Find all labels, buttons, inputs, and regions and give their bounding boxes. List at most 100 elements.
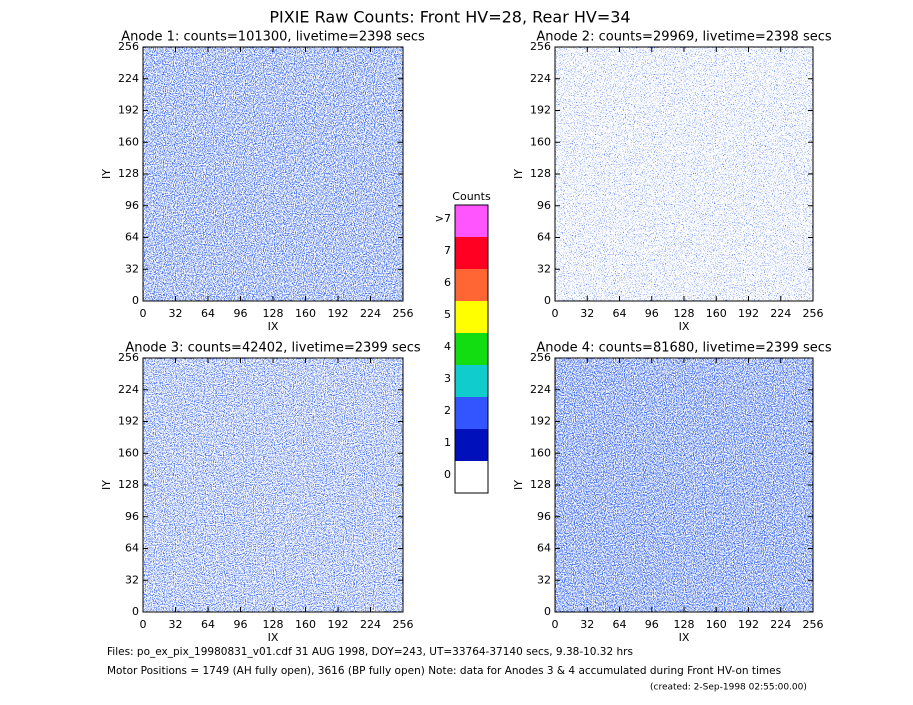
colorbar-frame bbox=[454, 204, 489, 494]
y-tick-label: 192 bbox=[118, 415, 139, 428]
x-tick-label: 128 bbox=[263, 307, 284, 320]
x-tick-label: 32 bbox=[580, 307, 594, 320]
x-tick-label: 192 bbox=[328, 307, 349, 320]
colorbar-cell bbox=[455, 461, 488, 493]
x-tick-label: 224 bbox=[770, 618, 791, 631]
x-tick-label: 224 bbox=[360, 618, 381, 631]
footer-text: (created: 2-Sep-1998 02:55:00.00) bbox=[650, 683, 807, 693]
y-tick-label: 0 bbox=[132, 605, 139, 618]
x-tick-label: 64 bbox=[613, 618, 627, 631]
y-axis-label: IY bbox=[100, 480, 113, 490]
colorbar-label: 1 bbox=[444, 436, 451, 449]
x-tick-label: 160 bbox=[295, 307, 316, 320]
y-axis-label: IY bbox=[512, 169, 525, 179]
y-tick-label: 224 bbox=[118, 383, 139, 396]
x-tick-label: 64 bbox=[201, 307, 215, 320]
y-tick-label: 256 bbox=[530, 351, 551, 364]
y-tick-label: 0 bbox=[544, 294, 551, 307]
y-tick-label: 192 bbox=[530, 415, 551, 428]
y-tick-label: 160 bbox=[118, 135, 139, 148]
y-tick-label: 32 bbox=[125, 262, 139, 275]
colorbar-label: 7 bbox=[444, 244, 451, 257]
y-tick-label: 96 bbox=[537, 510, 551, 523]
x-tick-label: 256 bbox=[393, 618, 414, 631]
panel-title: Anode 1: counts=101300, livetime=2398 se… bbox=[121, 30, 425, 45]
colorbar-cell bbox=[455, 333, 488, 365]
x-tick-label: 96 bbox=[234, 618, 248, 631]
y-tick-label: 128 bbox=[530, 167, 551, 180]
count-image bbox=[555, 47, 813, 301]
y-tick-label: 224 bbox=[530, 72, 551, 85]
x-axis-label: IX bbox=[268, 631, 279, 644]
y-tick-label: 192 bbox=[118, 104, 139, 117]
y-tick-label: 160 bbox=[530, 135, 551, 148]
figure-title: PIXIE Raw Counts: Front HV=28, Rear HV=3… bbox=[269, 8, 630, 27]
y-tick-label: 0 bbox=[132, 294, 139, 307]
x-axis-label: IX bbox=[268, 320, 279, 333]
panel-title: Anode 3: counts=42402, livetime=2399 sec… bbox=[125, 341, 421, 356]
panel-title: Anode 2: counts=29969, livetime=2398 sec… bbox=[536, 30, 832, 45]
y-tick-label: 224 bbox=[118, 72, 139, 85]
colorbar-label: 4 bbox=[444, 340, 451, 353]
panel-title: Anode 4: counts=81680, livetime=2399 sec… bbox=[536, 341, 832, 356]
y-tick-label: 96 bbox=[537, 199, 551, 212]
x-tick-label: 256 bbox=[393, 307, 414, 320]
y-tick-label: 0 bbox=[544, 605, 551, 618]
x-tick-label: 192 bbox=[328, 618, 349, 631]
colorbar-cell bbox=[455, 365, 488, 397]
y-tick-label: 64 bbox=[125, 231, 139, 244]
colorbar-label: 3 bbox=[444, 372, 451, 385]
y-tick-label: 256 bbox=[118, 40, 139, 53]
x-tick-label: 224 bbox=[770, 307, 791, 320]
x-tick-label: 96 bbox=[234, 307, 248, 320]
y-tick-label: 128 bbox=[118, 167, 139, 180]
colorbar-cell bbox=[455, 205, 488, 237]
x-tick-label: 64 bbox=[201, 618, 215, 631]
x-tick-label: 256 bbox=[803, 307, 824, 320]
footer-text: Files: po_ex_pix_19980831_v01.cdf 31 AUG… bbox=[107, 646, 633, 658]
colorbar-label: >7 bbox=[435, 212, 451, 225]
x-tick-label: 128 bbox=[263, 618, 284, 631]
x-tick-label: 64 bbox=[613, 307, 627, 320]
count-image bbox=[555, 358, 813, 612]
colorbar-cell bbox=[455, 301, 488, 333]
y-tick-label: 224 bbox=[530, 383, 551, 396]
colorbar-cell bbox=[455, 269, 488, 301]
x-tick-label: 96 bbox=[645, 307, 659, 320]
x-tick-label: 32 bbox=[580, 618, 594, 631]
x-tick-label: 128 bbox=[674, 618, 695, 631]
y-tick-label: 128 bbox=[118, 478, 139, 491]
y-tick-label: 128 bbox=[530, 478, 551, 491]
colorbar-cell bbox=[455, 429, 488, 461]
x-tick-label: 0 bbox=[552, 618, 559, 631]
y-tick-label: 160 bbox=[530, 446, 551, 459]
y-tick-label: 160 bbox=[118, 446, 139, 459]
x-tick-label: 128 bbox=[674, 307, 695, 320]
y-tick-label: 32 bbox=[125, 573, 139, 586]
x-tick-label: 192 bbox=[738, 618, 759, 631]
x-tick-label: 192 bbox=[738, 307, 759, 320]
x-tick-label: 0 bbox=[140, 307, 147, 320]
colorbar-cell bbox=[455, 237, 488, 269]
x-tick-label: 224 bbox=[360, 307, 381, 320]
y-tick-label: 192 bbox=[530, 104, 551, 117]
colorbar-cell bbox=[455, 397, 488, 429]
y-tick-label: 32 bbox=[537, 262, 551, 275]
y-tick-label: 64 bbox=[537, 231, 551, 244]
colorbar-label: 6 bbox=[444, 276, 451, 289]
y-tick-label: 96 bbox=[125, 199, 139, 212]
x-axis-label: IX bbox=[679, 631, 690, 644]
y-tick-label: 32 bbox=[537, 573, 551, 586]
colorbar-label: 2 bbox=[444, 404, 451, 417]
colorbar-label: 0 bbox=[444, 468, 451, 481]
footer-text: Motor Positions = 1749 (AH fully open), … bbox=[107, 665, 781, 677]
colorbar-label: 5 bbox=[444, 308, 451, 321]
y-tick-label: 96 bbox=[125, 510, 139, 523]
count-image bbox=[143, 358, 403, 612]
x-tick-label: 32 bbox=[169, 307, 183, 320]
x-tick-label: 0 bbox=[140, 618, 147, 631]
count-image bbox=[143, 47, 403, 301]
y-tick-label: 64 bbox=[125, 542, 139, 555]
x-axis-label: IX bbox=[679, 320, 690, 333]
